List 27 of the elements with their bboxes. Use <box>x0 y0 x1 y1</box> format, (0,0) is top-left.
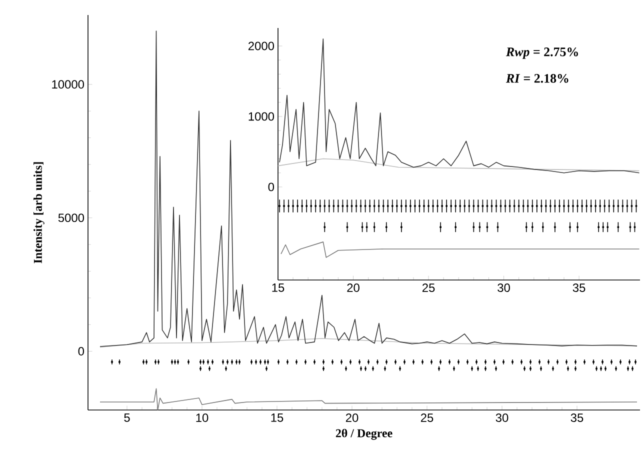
x-tick-label: 30 <box>496 414 508 422</box>
x-tick-label: 25 <box>422 284 435 292</box>
y-tick-label: 5000 <box>58 214 84 222</box>
y-tick-label: 2000 <box>248 42 274 50</box>
y-tick-label: 0 <box>78 347 84 356</box>
x-tick-label: 35 <box>570 414 584 422</box>
annotation: Rwp = 2.75% <box>506 48 578 59</box>
line-series <box>100 388 638 410</box>
x-tick-label: 35 <box>572 284 586 292</box>
y-axis-title: Intensity [arb units] <box>34 162 44 264</box>
x-tick-label: 15 <box>272 284 284 292</box>
y-tick-label: 0 <box>268 182 274 192</box>
annotation: RI = 2.18% <box>506 74 568 83</box>
line-series <box>279 38 640 174</box>
line-series <box>100 338 638 348</box>
x-tick-label: 20 <box>346 414 358 422</box>
x-tick-label: 30 <box>498 284 510 292</box>
x-axis-title: 2θ / Degree <box>336 428 392 440</box>
x-tick-label: 10 <box>196 414 208 422</box>
x-tick-label: 15 <box>271 414 284 422</box>
x-tick-label: 5 <box>124 414 130 422</box>
x-tick-label: 20 <box>347 284 360 292</box>
line-series <box>278 158 640 172</box>
x-tick-label: 25 <box>420 414 434 422</box>
line-series <box>100 30 638 347</box>
y-tick-label: 10000 <box>52 80 84 89</box>
y-tick-label: 1000 <box>248 112 274 121</box>
